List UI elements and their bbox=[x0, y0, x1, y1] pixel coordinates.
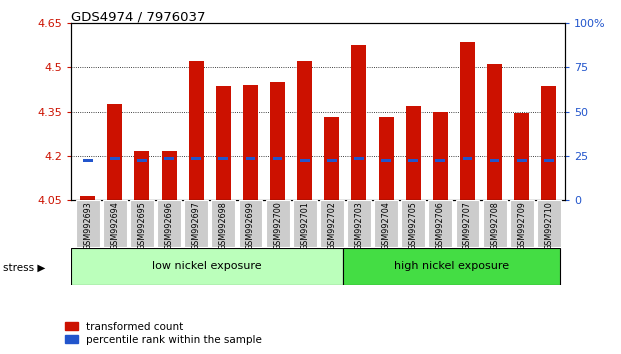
Bar bbox=[487, 64, 502, 200]
Bar bbox=[245, 158, 255, 160]
FancyBboxPatch shape bbox=[401, 200, 425, 247]
Bar bbox=[490, 159, 499, 161]
Text: GSM992699: GSM992699 bbox=[246, 201, 255, 250]
Bar bbox=[327, 159, 337, 161]
FancyBboxPatch shape bbox=[184, 200, 208, 247]
FancyBboxPatch shape bbox=[483, 200, 507, 247]
Text: stress ▶: stress ▶ bbox=[3, 262, 45, 272]
Text: GSM992703: GSM992703 bbox=[355, 201, 363, 250]
FancyBboxPatch shape bbox=[238, 200, 263, 247]
Text: GSM992695: GSM992695 bbox=[137, 201, 147, 250]
FancyBboxPatch shape bbox=[456, 200, 479, 247]
Bar bbox=[216, 86, 231, 200]
FancyBboxPatch shape bbox=[103, 200, 127, 247]
Text: GSM992710: GSM992710 bbox=[545, 201, 553, 250]
Text: GSM992701: GSM992701 bbox=[300, 201, 309, 250]
Bar bbox=[80, 195, 95, 200]
Text: GSM992704: GSM992704 bbox=[381, 201, 391, 250]
Bar bbox=[460, 42, 475, 200]
FancyBboxPatch shape bbox=[343, 248, 560, 285]
FancyBboxPatch shape bbox=[320, 200, 344, 247]
Bar bbox=[137, 159, 147, 161]
Legend: transformed count, percentile rank within the sample: transformed count, percentile rank withi… bbox=[61, 317, 266, 349]
FancyBboxPatch shape bbox=[157, 200, 181, 247]
Text: low nickel exposure: low nickel exposure bbox=[152, 261, 262, 272]
Text: GSM992696: GSM992696 bbox=[165, 201, 173, 250]
Bar bbox=[514, 113, 529, 200]
Text: GSM992706: GSM992706 bbox=[436, 201, 445, 250]
Bar bbox=[135, 152, 150, 200]
Bar bbox=[243, 85, 258, 200]
Text: GSM992705: GSM992705 bbox=[409, 201, 418, 250]
Bar bbox=[354, 158, 364, 160]
FancyBboxPatch shape bbox=[130, 200, 154, 247]
Bar bbox=[433, 112, 448, 200]
Text: GSM992697: GSM992697 bbox=[192, 201, 201, 250]
Bar bbox=[191, 158, 201, 160]
Bar bbox=[517, 159, 527, 161]
FancyBboxPatch shape bbox=[347, 200, 371, 247]
Bar bbox=[189, 61, 204, 200]
FancyBboxPatch shape bbox=[266, 200, 289, 247]
Bar bbox=[409, 159, 418, 161]
Text: GDS4974 / 7976037: GDS4974 / 7976037 bbox=[71, 11, 206, 24]
Bar bbox=[379, 118, 394, 200]
Bar bbox=[351, 45, 366, 200]
Bar bbox=[164, 158, 174, 160]
Bar bbox=[273, 158, 283, 160]
Bar bbox=[381, 159, 391, 161]
Text: GSM992709: GSM992709 bbox=[517, 201, 526, 250]
FancyBboxPatch shape bbox=[211, 200, 235, 247]
Bar bbox=[83, 159, 93, 161]
Text: GSM992700: GSM992700 bbox=[273, 201, 282, 250]
Bar bbox=[219, 158, 228, 160]
Bar bbox=[542, 86, 556, 200]
FancyBboxPatch shape bbox=[76, 200, 99, 247]
FancyBboxPatch shape bbox=[428, 200, 452, 247]
Bar bbox=[324, 118, 339, 200]
Text: GSM992702: GSM992702 bbox=[327, 201, 337, 250]
Bar bbox=[544, 159, 554, 161]
Text: GSM992698: GSM992698 bbox=[219, 201, 228, 250]
Text: high nickel exposure: high nickel exposure bbox=[394, 261, 509, 272]
Bar bbox=[435, 159, 445, 161]
Bar bbox=[270, 82, 285, 200]
FancyBboxPatch shape bbox=[292, 200, 317, 247]
Bar bbox=[300, 159, 309, 161]
FancyBboxPatch shape bbox=[374, 200, 398, 247]
Bar bbox=[406, 105, 420, 200]
Text: GSM992694: GSM992694 bbox=[111, 201, 119, 250]
Bar bbox=[161, 152, 176, 200]
FancyBboxPatch shape bbox=[510, 200, 533, 247]
Bar bbox=[107, 104, 122, 200]
Bar bbox=[463, 158, 473, 160]
Text: GSM992693: GSM992693 bbox=[83, 201, 92, 250]
FancyBboxPatch shape bbox=[71, 248, 343, 285]
Text: GSM992708: GSM992708 bbox=[490, 201, 499, 250]
Bar bbox=[110, 158, 120, 160]
FancyBboxPatch shape bbox=[537, 200, 561, 247]
Bar bbox=[297, 61, 312, 200]
Text: GSM992707: GSM992707 bbox=[463, 201, 472, 250]
